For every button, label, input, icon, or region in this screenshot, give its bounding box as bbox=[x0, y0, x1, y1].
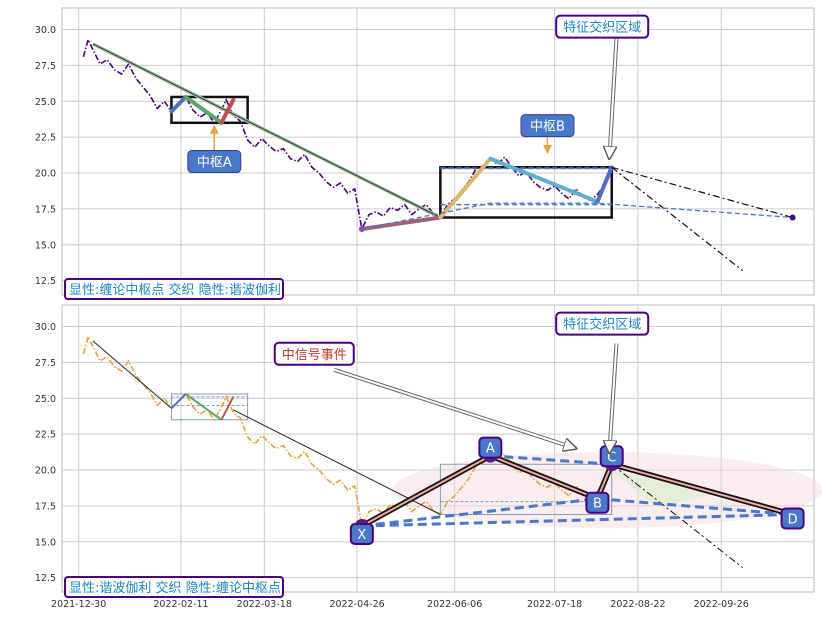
y-tick-label: 22.5 bbox=[35, 430, 56, 441]
harmonic-dashed-leg bbox=[490, 454, 612, 466]
x-tick-label: 2022-04-26 bbox=[329, 599, 384, 610]
forecast-line bbox=[611, 463, 743, 568]
y-tick-label: 15.0 bbox=[35, 240, 56, 251]
x-tick-labels: 2021-12-30 2022-02-11 2022-03-18 2022-04-26… bbox=[51, 599, 749, 610]
annotation-0-box bbox=[187, 150, 242, 174]
point-X-box bbox=[349, 522, 374, 545]
bi-segment bbox=[488, 156, 600, 204]
bi-segment bbox=[169, 95, 188, 114]
bi-segment bbox=[183, 95, 224, 125]
trend-line bbox=[92, 340, 172, 409]
harmonic-dashed-leg bbox=[597, 497, 793, 516]
point-X-label: X bbox=[357, 528, 366, 543]
annotation-hollow-arrow bbox=[609, 38, 618, 159]
top-plot: 中枢A 中枢B 特征交织区域 bbox=[82, 14, 796, 272]
bottom-panel-frame bbox=[61, 304, 815, 593]
harmonic-dashed-leg bbox=[361, 497, 598, 528]
x-tick-label: 2022-07-18 bbox=[527, 599, 582, 610]
y-tick-label: 20.0 bbox=[35, 169, 56, 180]
bottom-plot: X A B C D 中信号事件 特征交织区域 bbox=[82, 311, 822, 568]
bottom-corner-label: 显性:谐波伽利 交织 隐性:缠论中枢点 bbox=[64, 576, 284, 598]
bi-segment bbox=[595, 165, 614, 204]
y-tick-label: 12.5 bbox=[35, 276, 56, 287]
bottom-grid bbox=[62, 305, 814, 592]
trend-line bbox=[233, 409, 441, 515]
zone-faint-B bbox=[439, 463, 613, 516]
forecast-line bbox=[611, 166, 743, 272]
bi-segment bbox=[220, 396, 235, 421]
x-tick-label: 2022-09-26 bbox=[694, 599, 749, 610]
point-A-box bbox=[478, 436, 503, 459]
bi-segment bbox=[185, 393, 222, 421]
zone-faint-A bbox=[170, 393, 249, 421]
y-tick-label: 22.5 bbox=[35, 133, 56, 144]
bi-segment bbox=[438, 156, 493, 220]
y-tick-label: 25.0 bbox=[35, 97, 56, 108]
annotation-2-box bbox=[555, 14, 650, 39]
forecast-line bbox=[611, 166, 793, 219]
annotation-1-box bbox=[520, 114, 575, 138]
y-tick-label: 30.0 bbox=[35, 322, 56, 333]
x-tick-label: 2022-02-11 bbox=[153, 599, 208, 610]
bottom-hollow-arrow bbox=[609, 343, 618, 453]
top-panel-frame bbox=[61, 7, 815, 296]
end-point-marker bbox=[789, 214, 796, 221]
x-tick-label: 2021-12-30 bbox=[51, 599, 106, 610]
y-tick-label: 27.5 bbox=[35, 358, 56, 369]
bottom-annotation-0-box bbox=[273, 341, 355, 366]
low-point-marker bbox=[358, 225, 365, 232]
y-tick-labels: 12.5 15.0 17.5 20.0 22.5 25.0 27.5 30.0 12.5 15.0… bbox=[35, 25, 56, 584]
top-corner-label-text: 显性:缠论中枢点 交织 隐性:谐波伽利 bbox=[69, 282, 281, 298]
point-D-label: D bbox=[788, 513, 798, 528]
bottom-corner-label-text: 显性:谐波伽利 交织 隐性:缠论中枢点 bbox=[69, 580, 281, 596]
point-D-box bbox=[780, 507, 805, 530]
trend-line bbox=[92, 43, 441, 218]
bi-segment bbox=[219, 97, 236, 125]
point-B-label: B bbox=[593, 497, 602, 512]
y-tick-label: 25.0 bbox=[35, 394, 56, 405]
top-corner-label: 显性:缠论中枢点 交织 隐性:谐波伽利 bbox=[64, 278, 284, 300]
point-B-box bbox=[585, 491, 610, 514]
annotation-0-text: 中枢A bbox=[197, 156, 232, 171]
bi-segment bbox=[359, 215, 443, 231]
bottom-annotation-0-text: 中信号事件 bbox=[282, 348, 347, 363]
y-tick-label: 17.5 bbox=[35, 204, 56, 215]
y-tick-label: 17.5 bbox=[35, 501, 56, 512]
harmonic-dashed-leg bbox=[361, 513, 793, 528]
point-C-label: C bbox=[607, 450, 616, 465]
y-tick-label: 12.5 bbox=[35, 573, 56, 584]
x-tick-label: 2022-03-18 bbox=[237, 599, 292, 610]
signal-hollow-arrow bbox=[333, 368, 576, 449]
annotation-1-text: 中枢B bbox=[530, 120, 565, 135]
point-A-label: A bbox=[486, 442, 495, 457]
y-tick-label: 20.0 bbox=[35, 466, 56, 477]
bottom-annotation-1-text: 特征交织区域 bbox=[563, 317, 641, 333]
y-tick-label: 30.0 bbox=[35, 25, 56, 36]
y-tick-label: 27.5 bbox=[35, 61, 56, 72]
x-tick-label: 2022-06-06 bbox=[427, 599, 482, 610]
bottom-annotation-1-box bbox=[555, 311, 650, 336]
annotation-2-text: 特征交织区域 bbox=[563, 20, 641, 36]
bi-segment bbox=[170, 393, 187, 410]
interweave-green-area bbox=[611, 470, 722, 508]
zone-zhongshu-B bbox=[439, 166, 613, 219]
harmonic-dashed-line bbox=[361, 202, 793, 230]
x-tick-label: 2022-08-22 bbox=[610, 599, 665, 610]
y-tick-label: 15.0 bbox=[35, 537, 56, 548]
